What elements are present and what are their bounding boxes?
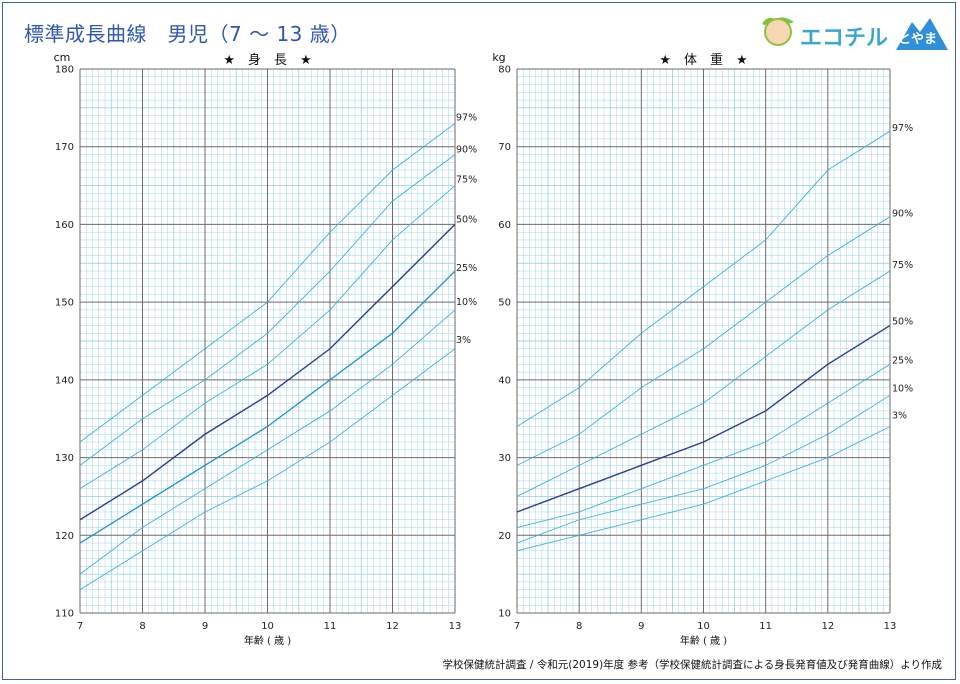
y-tick-label: 120 [55,531,74,542]
x-tick-label: 10 [697,621,710,632]
x-tick-label: 8 [139,621,145,632]
x-tick-label: 11 [324,621,337,632]
source-footer: 学校保健統計調査 / 令和元(2019)年度 参考（学校保健統計調査による身長発… [442,659,942,671]
weight-chart: 10 20 30 40 50 60 70 80 7 8 9 10 11 12 13 kg ★ 体 重 ★ 年齢 (… [492,51,913,647]
y-tick-label: 30 [498,453,511,464]
y-tick-label: 160 [55,220,74,231]
y-axis-unit: cm [54,51,71,64]
percentile-label: 25% [456,263,477,274]
series-line-97pct [516,130,891,427]
series-line-3pct [79,348,456,591]
y-tick-label: 150 [55,298,74,309]
page-title: 標準成長曲線 男児（7 ～ 13 歳） [24,22,351,46]
series-line-10pct [79,309,456,575]
percentile-label: 75% [456,175,477,186]
percentile-label: 90% [456,144,477,155]
series-line-3pct [516,426,891,552]
x-tick-label: 12 [821,621,834,632]
x-tick-label: 13 [449,621,462,632]
percentile-label: 97% [456,112,477,123]
series-line-75pct [79,185,456,490]
y-tick-label: 70 [498,142,511,153]
series-line-50pct [79,223,456,521]
x-axis-label: 年齢 ( 歳 ) [680,634,727,647]
y-tick-label: 40 [498,375,511,386]
percentile-label: 10% [892,383,913,394]
y-tick-label: 110 [55,609,74,620]
chart-title: ★ 身 長 ★ [223,52,311,68]
y-tick-label: 180 [55,65,74,76]
height-chart: 110 120 130 140 150 160 170 180 7 8 9 10 11 12 13 cm ★ 身… [54,51,478,647]
series-line-10pct [516,395,891,544]
y-tick-label: 10 [498,609,511,620]
grid-layer [516,68,891,614]
x-tick-label: 7 [514,621,520,632]
chart-title: ★ 体 重 ★ [659,52,747,68]
series-line-90pct [79,154,456,466]
series-line-25pct [516,363,891,528]
y-tick-label: 140 [55,375,74,386]
x-tick-label: 9 [202,621,208,632]
logo: エコチル とやま [760,14,950,54]
percentile-label: 50% [892,316,913,327]
y-axis-unit: kg [492,51,505,64]
series-line-50pct [516,324,891,513]
series-line-97pct [79,123,456,443]
percentile-label: 97% [892,123,913,134]
y-tick-label: 20 [498,531,511,542]
mountain-icon [896,18,948,50]
y-tick-label: 60 [498,220,511,231]
x-tick-label: 10 [261,621,274,632]
logo-badge-text: とやま [898,32,938,47]
grid-layer [79,68,456,614]
percentile-label: 10% [456,297,477,308]
x-tick-label: 13 [884,621,897,632]
percentile-label: 50% [456,214,477,225]
percentile-label: 90% [892,209,913,220]
x-tick-label: 8 [576,621,582,632]
y-tick-label: 170 [55,142,74,153]
mascot-face-icon [764,18,792,46]
logo-text: エコチル [800,26,889,51]
series-line-75pct [516,270,891,497]
x-tick-label: 7 [77,621,83,632]
percentile-label: 75% [892,260,913,271]
percentile-label: 25% [892,355,913,366]
x-axis-label: 年齢 ( 歳 ) [244,634,291,647]
series-line-25pct [79,270,456,544]
y-tick-label: 80 [498,65,511,76]
x-tick-label: 9 [638,621,644,632]
percentile-label: 3% [892,410,907,421]
series-line-90pct [516,216,891,466]
y-tick-label: 130 [55,453,74,464]
x-tick-label: 12 [386,621,399,632]
y-tick-label: 50 [498,298,511,309]
percentile-label: 3% [456,335,471,346]
x-tick-label: 11 [759,621,772,632]
